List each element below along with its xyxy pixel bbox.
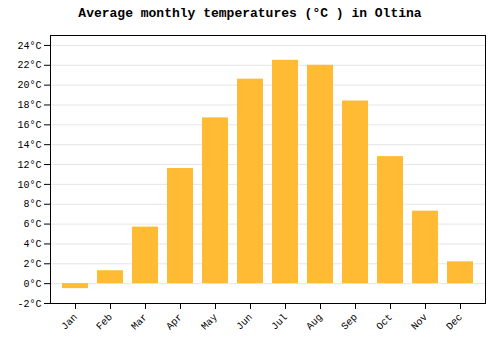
svg-text:Sep: Sep	[339, 312, 360, 333]
svg-text:12°C: 12°C	[17, 160, 41, 171]
svg-text:8°C: 8°C	[23, 199, 41, 210]
svg-text:Dec: Dec	[444, 312, 465, 333]
svg-text:16°C: 16°C	[17, 120, 41, 131]
html-text:Average monthly temperatures (: Average monthly temperatures (°C ) in Ol…	[78, 6, 422, 21]
svg-text:4°C: 4°C	[23, 239, 41, 250]
svg-text:2°C: 2°C	[23, 259, 41, 270]
svg-text:24°C: 24°C	[17, 41, 41, 52]
svg-text:-2°C: -2°C	[17, 299, 41, 310]
svg-text:May: May	[199, 312, 220, 333]
svg-text:14°C: 14°C	[17, 140, 41, 151]
svg-text:Jul: Jul	[269, 312, 290, 333]
svg-text:Oct: Oct	[374, 312, 395, 333]
svg-text:Nov: Nov	[409, 312, 430, 333]
svg-text:6°C: 6°C	[23, 219, 41, 230]
svg-text:0°C: 0°C	[23, 279, 41, 290]
svg-text:Feb: Feb	[94, 312, 115, 333]
svg-text:Mar: Mar	[129, 312, 150, 333]
svg-text:Jun: Jun	[234, 312, 255, 333]
svg-text:Jan: Jan	[59, 312, 80, 333]
svg-text:22°C: 22°C	[17, 60, 41, 71]
svg-text:20°C: 20°C	[17, 80, 41, 91]
svg-text:Aug: Aug	[304, 312, 325, 333]
svg-text:Apr: Apr	[164, 312, 185, 333]
svg-text:18°C: 18°C	[17, 100, 41, 111]
svg-text:10°C: 10°C	[17, 180, 41, 191]
